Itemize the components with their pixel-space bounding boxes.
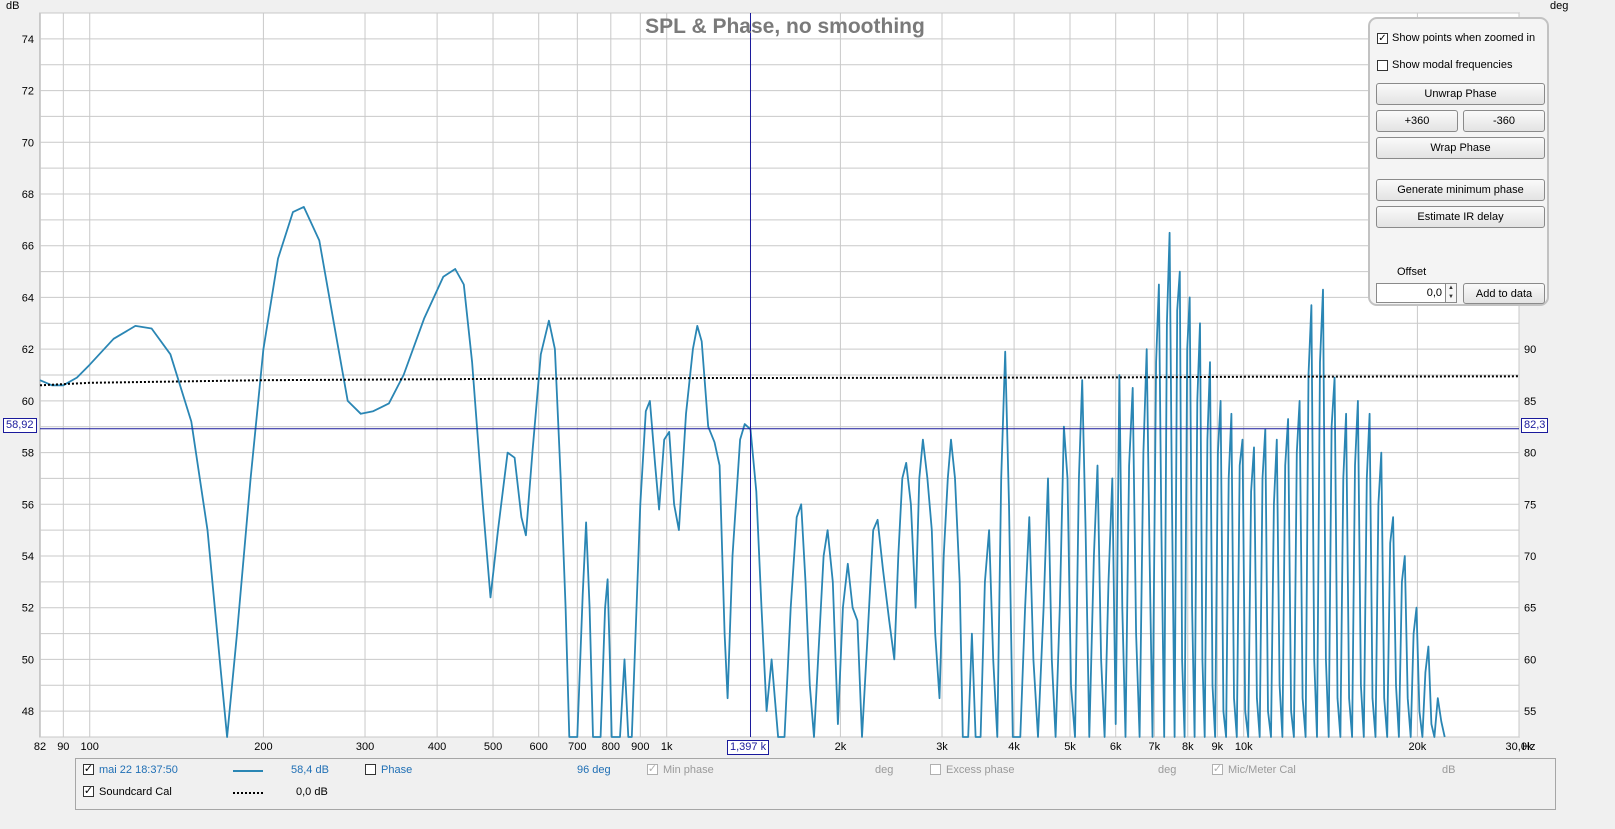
left-tick-label: 72: [22, 86, 34, 98]
left-tick-label: 60: [22, 396, 34, 408]
right-tick-label: 65: [1524, 603, 1536, 615]
x-tick-label: 3k: [936, 741, 948, 753]
estimate-ir-delay-button[interactable]: Estimate IR delay: [1376, 206, 1545, 228]
right-tick-label: 80: [1524, 448, 1536, 460]
x-axis-unit: Hz: [1522, 741, 1535, 753]
left-tick-label: 48: [22, 706, 34, 718]
phase-label: Phase: [381, 764, 413, 776]
right-tick-label: 75: [1524, 499, 1536, 511]
left-tick-label: 62: [22, 344, 34, 356]
x-tick-label: 600: [530, 741, 548, 753]
generate-min-phase-button[interactable]: Generate minimum phase: [1376, 179, 1545, 201]
right-tick-label: 60: [1524, 654, 1536, 666]
x-tick-label: 7k: [1149, 741, 1161, 753]
min-phase-label: Min phase: [663, 764, 714, 776]
x-tick-label: 8k: [1182, 741, 1194, 753]
measurement-name: mai 22 18:37:50: [99, 764, 178, 776]
phase-checkbox[interactable]: [365, 764, 376, 775]
offset-spinner[interactable]: ▲ ▼: [1446, 283, 1457, 303]
right-tick-label: 90: [1524, 344, 1536, 356]
min-phase-checkbox[interactable]: ✓: [647, 763, 658, 775]
left-tick-label: 68: [22, 189, 34, 201]
show-points-option[interactable]: ✓ Show points when zoomed in: [1377, 32, 1535, 44]
right-axis-unit: deg: [1550, 0, 1568, 12]
soundcard-cal-line-swatch: [233, 792, 263, 794]
min-phase-unit: deg: [875, 764, 894, 776]
x-tick-label: 800: [602, 741, 620, 753]
x-tick-label: 200: [254, 741, 272, 753]
x-tick-label: 100: [81, 741, 99, 753]
right-tick-label: 55: [1524, 706, 1536, 718]
x-tick-label: 82: [34, 741, 46, 753]
mic-cal-unit: dB: [1442, 764, 1456, 776]
x-tick-label: 5k: [1064, 741, 1076, 753]
wrap-phase-button[interactable]: Wrap Phase: [1376, 137, 1545, 159]
left-tick-label: 66: [22, 241, 34, 253]
right-tick-label: 85: [1524, 396, 1536, 408]
show-points-label: Show points when zoomed in: [1392, 32, 1536, 44]
left-tick-label: 64: [22, 292, 34, 304]
right-tick-label: 70: [1524, 551, 1536, 563]
add-to-data-button[interactable]: Add to data: [1463, 283, 1545, 304]
spl-line: [39, 206, 1446, 738]
show-modal-checkbox[interactable]: [1377, 59, 1388, 71]
soundcard-cal-checkbox[interactable]: ✓: [83, 785, 94, 797]
spinner-up-icon[interactable]: ▲: [1448, 285, 1454, 291]
excess-phase-label: Excess phase: [946, 764, 1015, 776]
grid: [40, 12, 1520, 738]
offset-input[interactable]: 0,0: [1376, 283, 1446, 303]
x-tick-label: 700: [568, 741, 586, 753]
x-tick-label: 4k: [1008, 741, 1020, 753]
mic-cal-label: Mic/Meter Cal: [1228, 764, 1296, 776]
legend-panel: ✓ mai 22 18:37:50 58,4 dB Phase 96 deg ✓…: [75, 758, 1556, 810]
mic-cal-checkbox[interactable]: ✓: [1212, 763, 1223, 775]
x-tick-label: 2k: [835, 741, 847, 753]
soundcard-cal-name: Soundcard Cal: [99, 786, 172, 798]
excess-phase-unit: deg: [1158, 764, 1177, 776]
cursor-y-left-readout: 58,92: [3, 418, 37, 433]
show-modal-label: Show modal frequencies: [1392, 59, 1513, 71]
show-points-checkbox[interactable]: ✓: [1377, 32, 1388, 44]
x-tick-label: 10k: [1235, 741, 1253, 753]
soundcard-cal-value: 0,0 dB: [296, 786, 328, 798]
left-tick-label: 58: [22, 448, 34, 460]
x-tick-label: 20k: [1409, 741, 1427, 753]
cursor-y-right-readout: 82,3: [1521, 418, 1549, 433]
x-tick-label: 9k: [1211, 741, 1223, 753]
chart-title: SPL & Phase, no smoothing: [645, 15, 925, 38]
left-tick-label: 56: [22, 499, 34, 511]
measurement-value: 58,4 dB: [291, 764, 329, 776]
x-tick-label: 90: [57, 741, 69, 753]
x-tick-label: 30,0k: [1506, 741, 1533, 753]
series-layer: [39, 206, 1520, 738]
spinner-down-icon[interactable]: ▼: [1448, 294, 1454, 300]
offset-label: Offset: [1397, 266, 1427, 278]
phase-value: 96 deg: [577, 764, 611, 776]
x-tick-label: 500: [484, 741, 502, 753]
measurement-visible-checkbox[interactable]: ✓: [83, 763, 94, 775]
left-tick-label: 54: [22, 551, 34, 563]
left-tick-label: 74: [22, 34, 34, 46]
x-tick-label: 1k: [661, 741, 673, 753]
minus-360-button[interactable]: -360: [1463, 110, 1545, 132]
x-tick-label: 300: [356, 741, 374, 753]
unwrap-phase-button[interactable]: Unwrap Phase: [1376, 83, 1545, 105]
left-tick-label: 52: [22, 603, 34, 615]
cursor[interactable]: [40, 13, 1519, 737]
left-axis-unit: dB: [6, 0, 19, 12]
x-tick-label: 400: [428, 741, 446, 753]
x-tick-label: 6k: [1110, 741, 1122, 753]
plus-360-button[interactable]: +360: [1376, 110, 1458, 132]
left-tick-label: 50: [22, 654, 34, 666]
measurement-line-swatch: [233, 770, 263, 772]
phase-controls-panel: ✓ Show points when zoomed in Show modal …: [1368, 17, 1549, 306]
excess-phase-checkbox[interactable]: [930, 764, 941, 775]
show-modal-option[interactable]: Show modal frequencies: [1377, 59, 1512, 71]
left-tick-label: 70: [22, 137, 34, 149]
x-tick-label: 900: [631, 741, 649, 753]
cursor-x-readout: 1,397 k: [727, 740, 770, 755]
